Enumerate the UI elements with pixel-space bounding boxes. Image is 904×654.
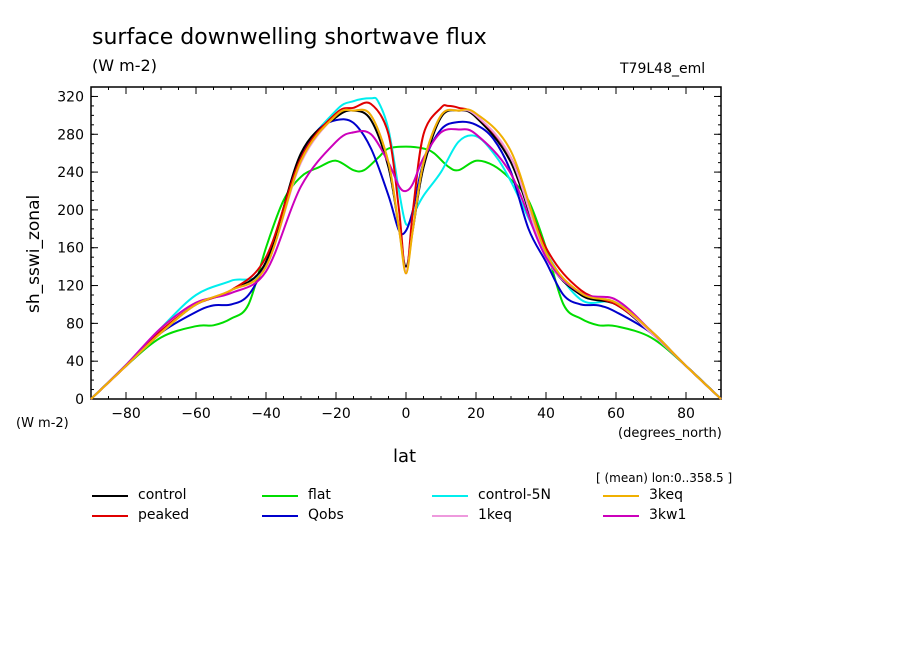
series-line-flat — [90, 145, 722, 400]
legend-label: 1keq — [478, 507, 513, 523]
x-tick-label: 40 — [537, 406, 555, 422]
x-tick-label: −20 — [321, 406, 351, 422]
series-line-1keq — [90, 108, 722, 400]
plot-frame — [90, 86, 722, 400]
y-tick-label: 80 — [66, 316, 84, 332]
legend-label: flat — [308, 487, 331, 503]
y-tick-label: 240 — [57, 165, 84, 181]
legend-swatch — [262, 515, 298, 517]
mean-annotation: [ (mean) lon:0..358.5 ] — [596, 471, 733, 485]
x-axis-label: lat — [393, 446, 417, 467]
legend-swatch — [262, 495, 298, 497]
x-axis-units: (degrees_north) — [618, 426, 722, 441]
y-tick-label: 120 — [57, 279, 84, 295]
legend-label: control — [138, 487, 187, 503]
x-tick-label: 80 — [677, 406, 695, 422]
chart-units: (W m-2) — [92, 56, 157, 75]
y-tick-label: 200 — [57, 203, 84, 219]
x-tick-label: 60 — [607, 406, 625, 422]
x-tick-label: 20 — [467, 406, 485, 422]
legend-swatch — [92, 495, 128, 497]
y-tick-label: 0 — [75, 392, 84, 408]
series-line-control-5n — [90, 96, 722, 400]
run-id-label: T79L48_eml — [620, 61, 706, 77]
legend-label: 3keq — [649, 487, 684, 503]
x-tick-label: −40 — [251, 406, 281, 422]
chart-title: surface downwelling shortwave flux — [92, 25, 487, 50]
y-tick-label: 160 — [57, 241, 84, 257]
legend-swatch — [432, 495, 468, 497]
series-line-3kw1 — [90, 128, 722, 400]
legend-label: control-5N — [478, 487, 551, 503]
x-tick-label: −60 — [181, 406, 211, 422]
legend-swatch — [603, 515, 639, 517]
series-line-3keq — [90, 108, 722, 400]
series-line-qobs — [90, 118, 722, 400]
x-tick-label: −80 — [111, 406, 141, 422]
y-tick-label: 280 — [57, 127, 84, 143]
legend-swatch — [603, 495, 639, 497]
y-tick-label: 40 — [66, 354, 84, 370]
legend-swatch — [92, 515, 128, 517]
y-tick-label: 320 — [57, 89, 84, 105]
legend-swatch — [432, 515, 468, 517]
legend-label: 3kw1 — [649, 507, 687, 523]
x-tick-label: 0 — [402, 406, 411, 422]
y-axis-units: (W m-2) — [16, 416, 69, 431]
legend-label: peaked — [138, 507, 190, 523]
series-line-control — [90, 109, 722, 400]
legend-label: Qobs — [308, 507, 344, 523]
